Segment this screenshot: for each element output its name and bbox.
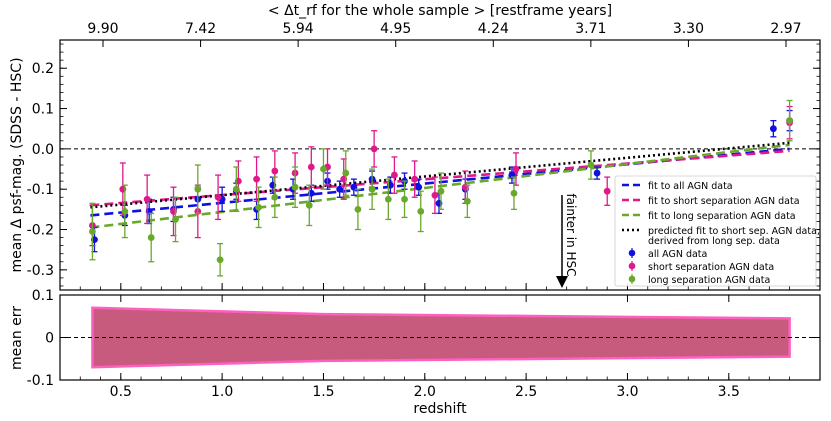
- error-y-axis-title: mean err: [9, 306, 25, 370]
- data-point-s2-18: [437, 187, 445, 195]
- top-tick-label: 3.71: [575, 21, 606, 37]
- top-tick-label: 9.90: [87, 21, 118, 37]
- x-tick-label: 1.0: [211, 384, 233, 400]
- legend-label-fit-1: fit to short separation AGN data: [648, 196, 800, 207]
- data-point-s2-21: [587, 161, 595, 169]
- data-point-s2-2: [147, 234, 155, 241]
- y-axis-title: mean Δ psf-mag. (SDSS - HSC): [9, 57, 25, 272]
- error-y-tick-label: 0.1: [32, 288, 54, 304]
- top-tick-label: 4.24: [478, 21, 509, 37]
- fainter-annotation: fainter in HSC: [564, 193, 578, 276]
- top-tick-label: 5.94: [283, 21, 314, 37]
- data-point-s1-10: [307, 163, 315, 171]
- top-axis-title: < Δt_rf for the whole sample > [restfram…: [268, 3, 612, 19]
- x-tick-label: 3.0: [616, 384, 638, 400]
- data-point-s0-21: [593, 169, 601, 177]
- y-tick-label: -0.1: [27, 182, 54, 198]
- data-point-s2-20: [510, 189, 518, 197]
- top-tick-label: 3.30: [673, 21, 704, 37]
- top-tick-label: 2.97: [770, 21, 801, 37]
- data-point-s1-5: [214, 193, 222, 201]
- data-point-s2-3: [172, 216, 179, 223]
- data-point-s0-22: [769, 125, 777, 133]
- legend-marker-2: [628, 275, 636, 283]
- x-tick-label: 0.5: [110, 384, 132, 400]
- error-y-tick-label: 0: [45, 331, 54, 347]
- x-axis-title: redshift: [413, 401, 467, 417]
- x-tick-label: 3.5: [718, 384, 740, 400]
- data-point-s2-5: [216, 256, 224, 264]
- legend-label-series-0: all AGN data: [648, 249, 707, 260]
- x-tick-label: 2.0: [414, 384, 436, 400]
- legend-marker-0: [628, 249, 636, 257]
- data-point-s2-4: [194, 185, 202, 193]
- legend-marker-1: [628, 262, 636, 270]
- legend-label-fit-3: derived from long sep. data: [648, 236, 780, 247]
- data-point-s2-9: [291, 183, 299, 191]
- data-point-s2-19: [463, 197, 471, 205]
- y-tick-label: 0.2: [32, 61, 54, 77]
- data-point-s2-15: [384, 195, 392, 203]
- data-point-s2-16: [401, 195, 408, 203]
- legend-label-fit-3: predicted fit to short sep. AGN data,: [648, 226, 820, 237]
- data-point-s1-8: [271, 167, 279, 175]
- x-tick-label: 1.5: [312, 384, 334, 400]
- fit-line-0: [90, 147, 790, 217]
- fit-lines: [90, 141, 790, 229]
- data-point-s2-13: [354, 205, 362, 213]
- fit-line-3: [90, 141, 790, 209]
- data-points: [89, 99, 793, 277]
- legend-label-series-2: long separation AGN data: [648, 275, 770, 286]
- data-point-s2-7: [255, 203, 263, 211]
- data-point-s2-11: [320, 165, 327, 173]
- data-point-s2-22: [786, 117, 793, 125]
- axes: 0.5 1.0 1.5 2.0 2.5 3.0 3.5 9.90 7.42 5.94 4.95 4.2…: [27, 21, 820, 400]
- top-tick-label: 7.42: [185, 21, 216, 37]
- x-tick-label: 2.5: [515, 384, 537, 400]
- data-point-s1-18: [512, 165, 520, 173]
- data-point-s1-2: [143, 195, 151, 203]
- fainter-arrow-head: [556, 276, 568, 288]
- data-point-s1-13: [370, 145, 378, 153]
- fit-line-1: [90, 149, 790, 207]
- data-point-s2-6: [232, 185, 240, 193]
- y-tick-label: -0.3: [27, 263, 54, 279]
- fit-line-2: [90, 143, 790, 229]
- y-tick-label: -0.2: [27, 223, 54, 239]
- data-point-s2-14: [368, 185, 376, 193]
- data-point-s1-14: [391, 171, 398, 179]
- data-point-s2-0: [89, 228, 96, 235]
- data-point-s2-17: [417, 207, 425, 215]
- error-y-tick-label: -0.1: [27, 373, 54, 389]
- data-point-s2-12: [342, 169, 350, 177]
- legend-box: [614, 175, 817, 287]
- data-point-s1-19: [603, 187, 611, 195]
- y-tick-label: 0.0: [32, 142, 54, 158]
- legend-label-fit-2: fit to long separation AGN data: [648, 211, 796, 222]
- data-point-s1-15: [411, 175, 419, 183]
- data-point-s1-7: [253, 175, 260, 183]
- data-point-s2-10: [305, 201, 313, 209]
- legend-label-series-1: short separation AGN data: [648, 262, 774, 273]
- top-tick-label: 4.95: [380, 21, 411, 37]
- legend-label-fit-0: fit to all AGN data: [648, 181, 733, 192]
- zero-lines: [60, 148, 820, 338]
- data-point-s2-8: [271, 193, 279, 201]
- data-point-s0-12: [336, 185, 344, 193]
- y-tick-label: 0.1: [32, 102, 54, 118]
- data-point-s0-17: [415, 183, 423, 191]
- legend: fit to all AGN data fit to short separati…: [614, 175, 820, 287]
- data-point-s1-16: [431, 191, 439, 199]
- data-point-s2-1: [121, 207, 129, 215]
